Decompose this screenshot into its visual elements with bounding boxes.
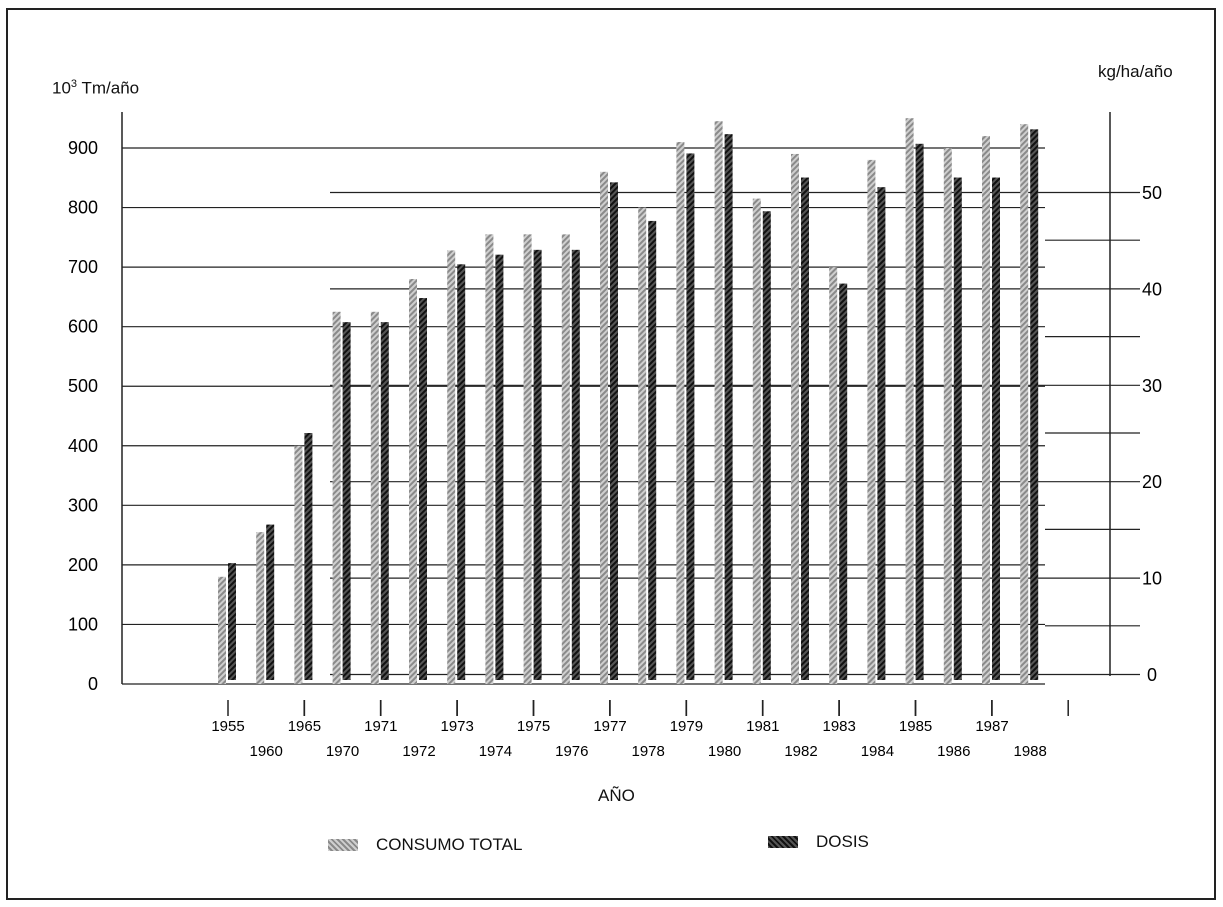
right-tick-label: 0 — [1147, 665, 1157, 685]
left-tick-label: 300 — [68, 495, 98, 515]
left-tick-label: 100 — [68, 614, 98, 634]
x-tick-label: 1979 — [670, 718, 703, 735]
bar-consumo-total — [218, 576, 226, 684]
bar-consumo-total — [1020, 124, 1029, 684]
legend-swatch-consumo — [328, 839, 358, 851]
legend-label-consumo: CONSUMO TOTAL — [376, 835, 523, 854]
bar-dosis — [953, 177, 962, 681]
x-tick-label: 1974 — [479, 743, 512, 760]
bar-consumo-total — [791, 153, 799, 684]
x-tick-label: 1975 — [517, 718, 550, 735]
bar-dosis — [1030, 129, 1039, 681]
bar-dosis — [839, 283, 848, 680]
left-tick-label: 800 — [68, 198, 98, 218]
x-axis-label: AÑO — [598, 786, 635, 805]
bar-consumo-total — [714, 121, 723, 684]
bar-consumo-total — [600, 171, 608, 685]
x-tick-label: 1976 — [555, 743, 588, 760]
x-tick-label: 1978 — [632, 743, 665, 760]
bar-dosis — [992, 177, 1000, 681]
bar-dosis — [228, 563, 236, 680]
figure-frame — [6, 8, 1216, 900]
bar-dosis — [419, 298, 427, 680]
bar-consumo-total — [829, 267, 838, 684]
bar-dosis — [380, 322, 389, 680]
bar-consumo-total — [370, 311, 379, 684]
bar-dosis — [571, 249, 580, 680]
x-tick-label: 1987 — [975, 718, 1008, 735]
right-tick-label: 50 — [1142, 183, 1162, 203]
right-tick-label: 40 — [1142, 279, 1162, 299]
bar-consumo-total — [256, 532, 265, 684]
bar-dosis — [457, 264, 466, 680]
bar-consumo-total — [867, 159, 876, 684]
bar-consumo-total — [332, 311, 341, 684]
bar-consumo-total — [409, 279, 417, 684]
x-tick-label: 1988 — [1014, 743, 1047, 760]
bar-dosis — [686, 153, 695, 680]
right-tick-label: 10 — [1142, 569, 1162, 589]
x-tick-label: 1971 — [364, 718, 397, 735]
left-tick-label: 700 — [68, 257, 98, 277]
bar-consumo-total — [943, 148, 952, 684]
left-tick-label: 400 — [68, 436, 98, 456]
bar-consumo-total — [561, 234, 570, 684]
x-tick-label: 1980 — [708, 743, 741, 760]
x-tick-label: 1973 — [441, 718, 474, 735]
bar-dosis — [610, 182, 618, 681]
bar-dosis — [801, 177, 809, 681]
x-tick-label: 1972 — [402, 743, 435, 760]
bar-dosis — [342, 322, 351, 680]
x-tick-label: 1970 — [326, 743, 359, 760]
bar-dosis — [495, 254, 504, 680]
x-tick-label: 1985 — [899, 718, 932, 735]
left-tick-label: 600 — [68, 317, 98, 337]
legend-dosis: DOSIS — [768, 832, 869, 852]
legend-label-dosis: DOSIS — [816, 832, 869, 851]
bar-consumo-total — [752, 198, 761, 684]
bar-consumo-total — [982, 136, 990, 685]
bar-consumo-total — [485, 234, 494, 684]
left-tick-label: 200 — [68, 555, 98, 575]
left-axis-unit-label: 103 Tm/año — [52, 78, 140, 98]
right-axis-unit-label: kg/ha/año — [1098, 62, 1173, 81]
left-tick-label: 900 — [68, 138, 98, 158]
bar-dosis — [304, 433, 313, 680]
x-tick-label: 1965 — [288, 718, 321, 735]
x-tick-label: 1982 — [784, 743, 817, 760]
x-tick-label: 1983 — [823, 718, 856, 735]
legend-consumo-total: CONSUMO TOTAL — [328, 835, 522, 855]
right-tick-label: 30 — [1142, 376, 1162, 396]
bar-dosis — [762, 211, 771, 680]
x-tick-label: 1984 — [861, 743, 894, 760]
x-tick-label: 1981 — [746, 718, 779, 735]
bar-dosis — [877, 187, 886, 680]
bar-dosis — [724, 134, 733, 680]
bar-dosis — [533, 249, 542, 680]
legend-swatch-dosis — [768, 836, 798, 848]
bar-consumo-total — [676, 142, 685, 685]
x-tick-label: 1986 — [937, 743, 970, 760]
bar-consumo-total — [638, 207, 647, 685]
bar-consumo-total — [523, 234, 532, 684]
bar-dosis — [266, 524, 275, 680]
bar-consumo-total — [905, 118, 914, 684]
bar-consumo-total — [294, 445, 303, 684]
left-tick-label: 0 — [88, 674, 98, 694]
x-tick-label: 1960 — [250, 743, 283, 760]
bar-dosis — [915, 143, 924, 681]
left-tick-label: 500 — [68, 376, 98, 396]
right-tick-label: 20 — [1142, 472, 1162, 492]
bar-consumo-total — [447, 250, 456, 685]
x-tick-label: 1955 — [211, 718, 244, 735]
x-tick-label: 1977 — [593, 718, 626, 735]
bar-dosis — [648, 220, 657, 681]
